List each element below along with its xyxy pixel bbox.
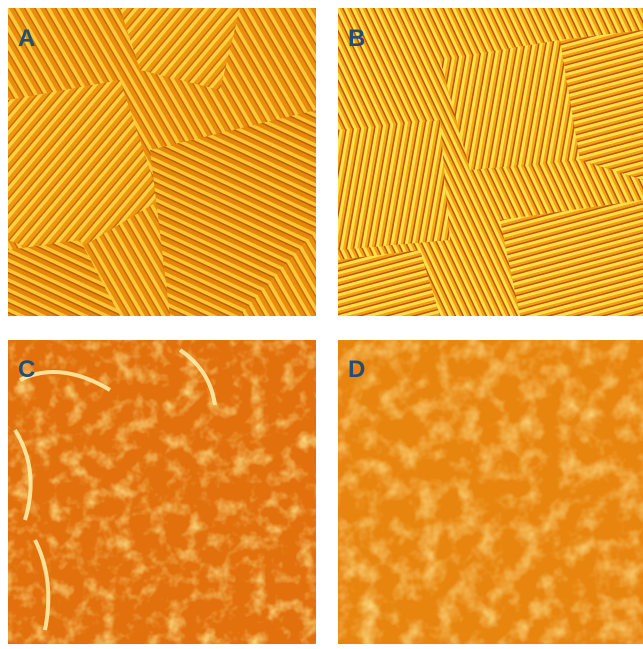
page: A B C D (() => { const data = JSON.parse… [0, 0, 643, 644]
panel-label: C [18, 356, 35, 383]
panel-label: D [348, 356, 365, 383]
panel-label: A [18, 25, 35, 52]
panel-a [8, 8, 316, 316]
figure: A B C D [0, 0, 643, 644]
panel-c [8, 340, 316, 644]
panel-d [338, 340, 643, 644]
panel-label: B [348, 25, 365, 52]
panel-b [338, 8, 643, 316]
